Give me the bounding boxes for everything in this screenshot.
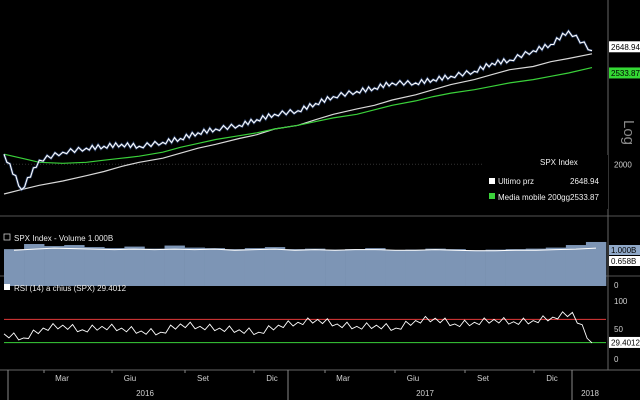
volume-bar xyxy=(425,248,446,286)
last-value-badge-text: 29.4012 xyxy=(611,338,640,347)
volume-bar xyxy=(445,249,466,286)
volume-bar xyxy=(84,247,105,286)
x-year-label: 2016 xyxy=(136,389,154,398)
price-tick-label: 2000 xyxy=(614,160,632,169)
x-axis-years: 2016 2017 2018 xyxy=(7,370,599,400)
volume-panel: SPX Index - Volume 1.000B 0 1.000B 0.658B xyxy=(3,233,640,290)
x-year-label: 2018 xyxy=(581,389,599,398)
last-price-line xyxy=(3,30,593,191)
last-value-badge xyxy=(609,245,640,255)
volume-bar xyxy=(305,248,326,286)
legend-item-moving-average: Media mobile 200gg xyxy=(498,193,570,202)
x-year-label: 2017 xyxy=(416,389,434,398)
volume-panel-label: SPX Index - Volume 1.000B xyxy=(14,234,113,243)
legend-swatch-moving-average xyxy=(489,193,495,199)
last-value-badge xyxy=(609,67,640,79)
x-tick-label: Giu xyxy=(124,374,136,383)
volume-bar xyxy=(64,245,85,286)
volume-bar xyxy=(505,249,527,286)
rsi-line xyxy=(3,311,593,344)
volume-bar xyxy=(325,249,346,286)
x-tick-label: Set xyxy=(197,374,210,383)
last-value-badge-text: 1.000B xyxy=(611,246,636,255)
log-scale-label: Log xyxy=(620,120,637,145)
volume-tick-label: 0 xyxy=(614,281,619,290)
price-panel: Log 2000 2648.94 2533.87 SPX Index Ultimo… xyxy=(2,28,640,209)
rsi-tick-0: 0 xyxy=(614,355,619,364)
legend-value-moving-average: 2533.87 xyxy=(570,193,599,202)
legend-swatch-last-price xyxy=(489,178,495,184)
rsi-last-value-badges: 29.4012 xyxy=(609,336,640,348)
price-last-value-badges: 2648.94 2533.87 xyxy=(609,41,640,79)
x-axis-months: Mar Giu Set Dic Mar Giu Set Dic xyxy=(43,370,558,383)
legend: SPX Index Ultimo prz 2648.94 Media mobil… xyxy=(484,155,608,209)
last-value-badge xyxy=(609,41,640,53)
rsi-lines xyxy=(3,311,606,344)
price-series-group xyxy=(2,28,593,195)
volume-bar xyxy=(545,247,567,286)
last-value-badge-text: 2648.94 xyxy=(611,43,640,52)
volume-bar xyxy=(124,246,145,286)
legend-box xyxy=(484,155,608,209)
volume-bar xyxy=(164,245,185,286)
legend-value-last-price: 2648.94 xyxy=(570,177,599,186)
volume-average-line xyxy=(13,247,597,252)
legend-item-last-price: Ultimo prz xyxy=(498,177,534,186)
volume-legend-swatch xyxy=(3,233,11,241)
volume-bar xyxy=(24,244,45,286)
volume-bars xyxy=(4,241,607,286)
volume-bar xyxy=(184,247,205,286)
volume-bar xyxy=(44,246,65,286)
volume-bar xyxy=(204,248,226,286)
rsi-tick-50: 50 xyxy=(614,325,623,334)
volume-bar xyxy=(4,249,25,286)
x-tick-label: Dic xyxy=(546,374,558,383)
volume-bar xyxy=(264,247,286,286)
moving-average-line xyxy=(3,67,593,164)
volume-bar xyxy=(224,249,246,286)
last-value-badge-text: 2533.87 xyxy=(611,69,640,78)
last-value-badge-text: 0.658B xyxy=(611,257,636,266)
x-tick-label: Mar xyxy=(336,374,350,383)
volume-bar xyxy=(485,249,506,286)
volume-last-value-badges: 1.000B 0.658B xyxy=(609,245,640,266)
x-tick-label: Dic xyxy=(266,374,278,383)
volume-bar xyxy=(525,248,547,286)
rsi-legend-swatch xyxy=(4,284,10,290)
volume-bar xyxy=(565,245,587,286)
volume-bar xyxy=(104,248,125,286)
last-value-badge xyxy=(609,256,640,266)
volume-bar xyxy=(144,248,165,286)
rsi-panel-label: RSI (14) a chius (SPX) 29.4012 xyxy=(14,284,127,293)
x-axis: Mar Giu Set Dic Mar Giu Set Dic 2016 2017 2018 xyxy=(7,370,599,400)
legend-title: SPX Index xyxy=(540,158,578,167)
x-tick-label: Giu xyxy=(407,374,419,383)
x-tick-label: Set xyxy=(477,374,490,383)
last-value-badge xyxy=(609,336,640,348)
volume-bar xyxy=(465,250,486,286)
x-tick-label: Mar xyxy=(55,374,69,383)
rsi-panel: RSI (14) a chius (SPX) 29.4012 100 50 0 … xyxy=(3,284,640,364)
volume-bar xyxy=(345,249,366,286)
volume-bar xyxy=(244,248,266,286)
volume-bar xyxy=(365,248,386,286)
volume-bar xyxy=(284,249,306,286)
rsi-tick-100: 100 xyxy=(614,297,628,306)
volume-bar xyxy=(385,250,406,286)
volume-bar xyxy=(585,241,607,286)
volume-bar xyxy=(405,249,426,286)
